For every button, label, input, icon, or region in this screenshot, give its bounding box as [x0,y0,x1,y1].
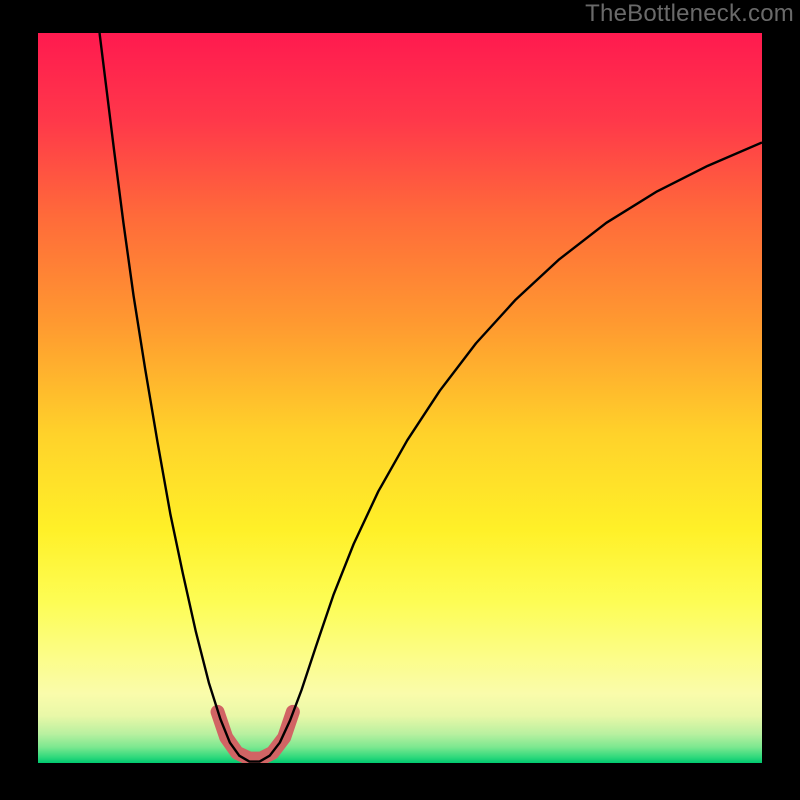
plot-area [38,33,762,763]
chart-container: TheBottleneck.com [0,0,800,800]
watermark-text: TheBottleneck.com [585,0,794,28]
plot-svg [38,33,762,763]
plot-background [38,33,762,763]
